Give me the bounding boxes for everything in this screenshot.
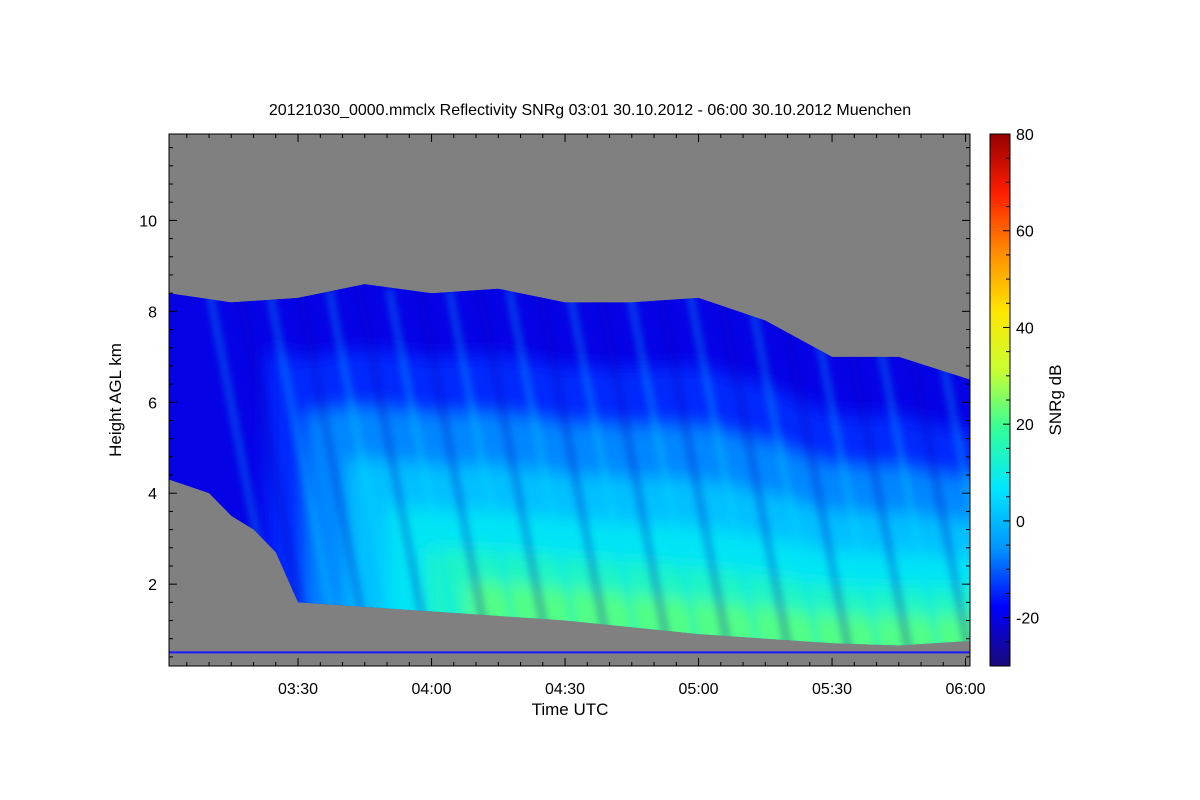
colorbar-tick-label: 40 <box>1016 320 1034 337</box>
fall-streak <box>656 288 732 646</box>
colorbar-tick-label: 20 <box>1016 417 1034 434</box>
colorbar-tick-label: -20 <box>1016 611 1039 628</box>
y-tick-label: 8 <box>148 304 157 321</box>
colorbar-tick-label: 80 <box>1016 127 1034 144</box>
fall-streak <box>236 288 312 646</box>
x-tick-label: 05:00 <box>679 681 719 698</box>
colorbar-axis: -20 0 20 40 60 80 <box>1003 127 1039 667</box>
x-tick-label: 05:30 <box>812 681 852 698</box>
fall-streak <box>356 288 432 646</box>
fall-streak <box>476 288 552 646</box>
y-tick-label: 10 <box>139 213 157 230</box>
fall-streak <box>326 288 402 646</box>
fall-streak <box>776 288 852 646</box>
reflectivity-field <box>169 284 970 654</box>
fall-streak <box>686 288 762 646</box>
colorbar-tick-label: 60 <box>1016 224 1034 241</box>
chart-title: 20121030_0000.mmclx Reflectivity SNRg 03… <box>269 102 911 119</box>
y-tick-label: 6 <box>148 395 157 412</box>
fall-streak <box>536 288 612 646</box>
fall-streak <box>506 288 582 646</box>
fall-streak <box>746 288 822 646</box>
x-tick-label: 06:00 <box>946 681 986 698</box>
y-axis-label: Height AGL km <box>106 343 125 457</box>
x-axis: 03:30 04:00 04:30 05:00 05:30 06:00 <box>186 134 986 698</box>
colorbar-label: SNRg dB <box>1046 365 1065 436</box>
x-tick-label: 04:00 <box>412 681 452 698</box>
plot-frame <box>168 133 971 667</box>
fall-streak <box>416 288 492 646</box>
fall-streak <box>626 288 702 646</box>
colorbar-tick-label: 0 <box>1016 514 1025 531</box>
fall-streak <box>296 288 372 646</box>
fall-streak <box>446 288 522 646</box>
y-tick-label: 2 <box>148 577 157 594</box>
fall-streak <box>566 288 642 646</box>
y-axis: 2 4 6 8 10 <box>139 147 970 658</box>
x-tick-label: 03:30 <box>278 681 318 698</box>
x-axis-label: Time UTC <box>532 700 609 719</box>
fall-streak <box>266 288 342 646</box>
fall-streak <box>716 288 792 646</box>
x-tick-label: 04:30 <box>545 681 585 698</box>
fall-streak <box>386 288 462 646</box>
fall-streak <box>596 288 672 646</box>
y-tick-label: 4 <box>148 486 157 503</box>
